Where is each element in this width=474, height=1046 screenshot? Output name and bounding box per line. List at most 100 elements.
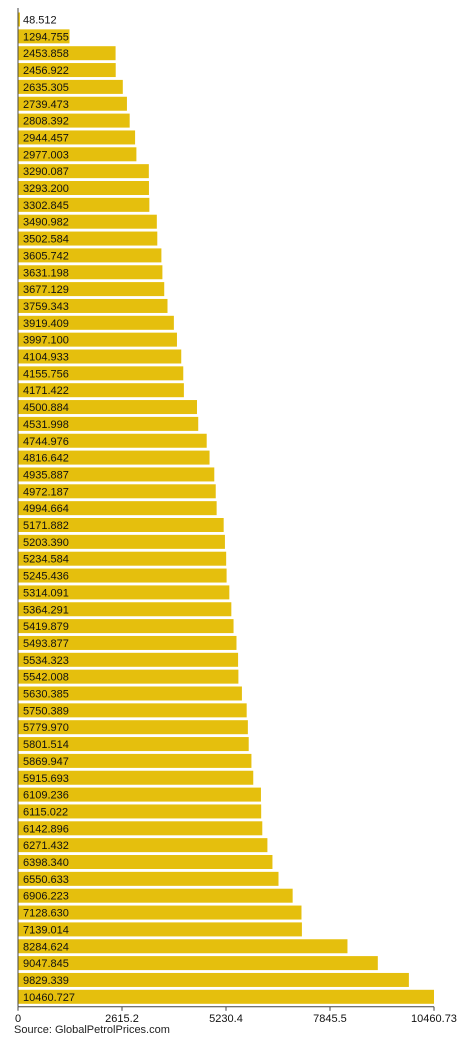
bar-value-label: 4972.187 <box>23 486 69 498</box>
bar-value-label: 2944.457 <box>23 132 69 144</box>
bar-value-label: 5245.436 <box>23 571 69 583</box>
bar-value-label: 48.512 <box>23 15 57 27</box>
bar-value-label: 8284.624 <box>23 941 69 953</box>
bar-value-label: 9047.845 <box>23 958 69 970</box>
bar-value-label: 5234.584 <box>23 554 69 566</box>
bar <box>18 484 216 499</box>
bar-value-label: 6109.236 <box>23 790 69 802</box>
bar <box>18 585 230 600</box>
bar <box>18 534 225 549</box>
bar-value-label: 5493.877 <box>23 638 69 650</box>
bar-value-label: 10460.727 <box>23 992 75 1004</box>
bar-value-label: 5869.947 <box>23 756 69 768</box>
bar-value-label: 5779.970 <box>23 722 69 734</box>
bar <box>18 619 234 634</box>
x-tick-label: 7845.5 <box>313 1013 347 1025</box>
bar-value-label: 5542.008 <box>23 672 69 684</box>
bar-value-label: 5801.514 <box>23 739 69 751</box>
bar-value-label: 2456.922 <box>23 65 69 77</box>
bar <box>18 315 174 330</box>
bar <box>18 922 302 937</box>
bar <box>18 181 149 195</box>
bar-value-label: 5314.091 <box>23 587 69 599</box>
bar <box>18 282 165 297</box>
bar <box>18 29 70 44</box>
bar <box>18 467 215 482</box>
bar <box>18 972 409 987</box>
bar <box>18 905 302 920</box>
bar <box>18 332 177 347</box>
x-tick-label: 10460.73 <box>411 1013 457 1025</box>
bar <box>18 164 149 179</box>
bar-value-label: 5750.389 <box>23 705 69 717</box>
bar <box>18 231 158 246</box>
bar <box>18 871 279 886</box>
bar-value-label: 3919.409 <box>23 318 69 330</box>
x-tick-label: 5230.4 <box>209 1013 243 1025</box>
bar <box>18 770 254 785</box>
bar <box>18 450 210 465</box>
bar <box>18 12 20 27</box>
bars-group <box>18 12 434 1004</box>
x-ticks-group: 0 2615.2 5230.4 7845.5 10460.73 <box>15 1006 457 1025</box>
bar <box>18 433 207 448</box>
bar <box>18 96 127 111</box>
bar-value-label: 6142.896 <box>23 823 69 835</box>
bar-value-label: 4935.887 <box>23 469 69 481</box>
bar-value-label: 2977.003 <box>23 149 69 161</box>
bar <box>18 214 157 229</box>
bar-value-label: 3997.100 <box>23 335 69 347</box>
bar <box>18 501 217 516</box>
bar-value-label: 2739.473 <box>23 99 69 111</box>
bar-value-label: 3290.087 <box>23 166 69 178</box>
bar-value-label: 5171.882 <box>23 520 69 532</box>
bar <box>18 551 227 566</box>
bar <box>18 787 261 802</box>
bar-value-label: 5364.291 <box>23 604 69 616</box>
bar <box>18 113 130 128</box>
bar-value-label: 3677.129 <box>23 284 69 296</box>
bar-value-label: 2808.392 <box>23 116 69 128</box>
bar-value-label: 7139.014 <box>23 924 69 936</box>
bar <box>18 518 224 532</box>
value-labels-group: 48.512 1294.755 2453.858 2456.922 2635.305 27… <box>23 15 75 1004</box>
bar <box>18 349 182 364</box>
bar <box>18 939 348 954</box>
bar-value-label: 5203.390 <box>23 537 69 549</box>
bar-value-label: 5630.385 <box>23 689 69 701</box>
bar <box>18 298 168 313</box>
bar <box>18 753 252 768</box>
bar-value-label: 2453.858 <box>23 48 69 60</box>
bar <box>18 63 116 78</box>
bar <box>18 686 242 701</box>
bar-value-label: 6550.633 <box>23 874 69 886</box>
bar-value-label: 6398.340 <box>23 857 69 869</box>
bar-value-label: 4531.998 <box>23 419 69 431</box>
bar <box>18 737 249 752</box>
bar <box>18 46 116 61</box>
x-tick-label: 2615.2 <box>105 1013 139 1025</box>
bar-value-label: 5419.879 <box>23 621 69 633</box>
bar-value-label: 9829.339 <box>23 975 69 987</box>
bar <box>18 130 136 145</box>
bar <box>18 568 227 583</box>
bar <box>18 248 162 263</box>
bar <box>18 79 123 94</box>
bar-value-label: 3293.200 <box>23 183 69 195</box>
bar-value-label: 3490.982 <box>23 217 69 229</box>
bar-value-label: 3502.584 <box>23 234 69 246</box>
bar-value-label: 4171.422 <box>23 385 69 397</box>
bar <box>18 720 248 735</box>
bar-value-label: 2635.305 <box>23 82 69 94</box>
x-tick-label: 0 <box>15 1013 21 1025</box>
bar <box>18 888 293 903</box>
bar <box>18 602 232 617</box>
bar-value-label: 5534.323 <box>23 655 69 667</box>
bar-value-label: 4994.664 <box>23 503 69 515</box>
bar <box>18 400 197 415</box>
bar <box>18 703 247 718</box>
bar <box>18 197 150 212</box>
bar <box>18 855 273 869</box>
bar-value-label: 7128.630 <box>23 908 69 920</box>
